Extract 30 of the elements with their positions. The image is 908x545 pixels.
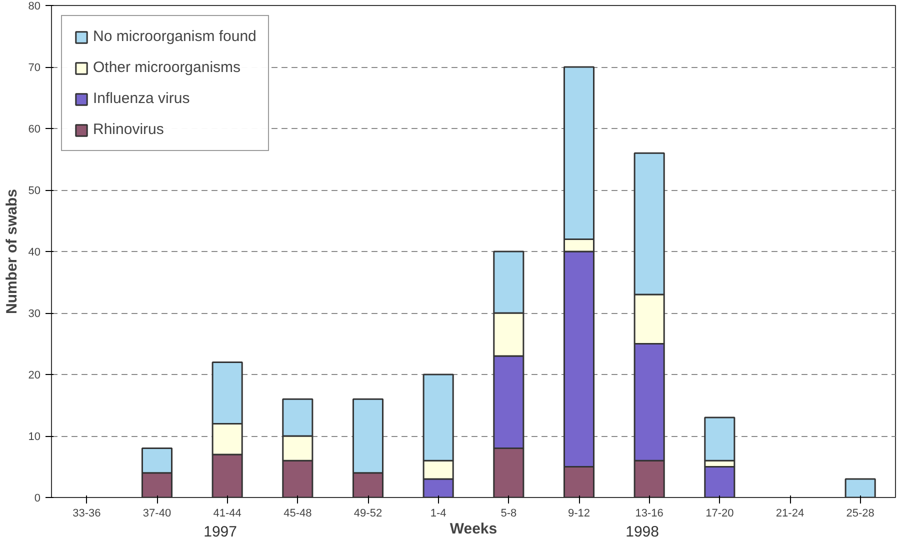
y-tick-label: 30 xyxy=(28,308,41,320)
x-tick-label: 33-36 xyxy=(72,508,101,520)
y-tick-label: 40 xyxy=(28,246,41,258)
y-tick-label: 20 xyxy=(28,370,41,382)
y-tick-label: 60 xyxy=(28,124,41,136)
y-axis-title: Number of swabs xyxy=(3,188,20,314)
y-tick-label: 10 xyxy=(28,431,41,443)
x-tick-label: 13-16 xyxy=(635,508,664,520)
x-tick-label: 21-24 xyxy=(776,508,804,520)
x-tick-label: 41-44 xyxy=(213,508,242,520)
bar xyxy=(844,478,876,498)
legend-label: No microorganism found xyxy=(93,28,256,45)
x-tick-label: 9-12 xyxy=(568,508,590,520)
x-tick-label: 49-52 xyxy=(354,508,382,520)
legend-label: Influenza virus xyxy=(93,90,190,107)
x-tick-label: 17-20 xyxy=(706,508,734,520)
y-tick-label: 70 xyxy=(28,62,41,74)
legend-label: Rhinovirus xyxy=(93,121,164,138)
text: 1997 xyxy=(204,524,237,540)
text: 1998 xyxy=(626,524,659,540)
x-tick-label: 5-8 xyxy=(500,508,517,520)
legend-label: Other microorganisms xyxy=(93,59,241,76)
x-axis-title: Weeks xyxy=(450,520,498,538)
y-tick-label: 0 xyxy=(34,492,41,504)
x-tick-label: 37-40 xyxy=(142,508,172,520)
x-tick-label: 45-48 xyxy=(284,508,312,520)
x-tick-label: 1-4 xyxy=(430,508,446,520)
y-tick-label: 80 xyxy=(28,0,41,12)
x-tick-label: 25-28 xyxy=(846,508,874,520)
y-tick-label: 50 xyxy=(28,185,41,197)
